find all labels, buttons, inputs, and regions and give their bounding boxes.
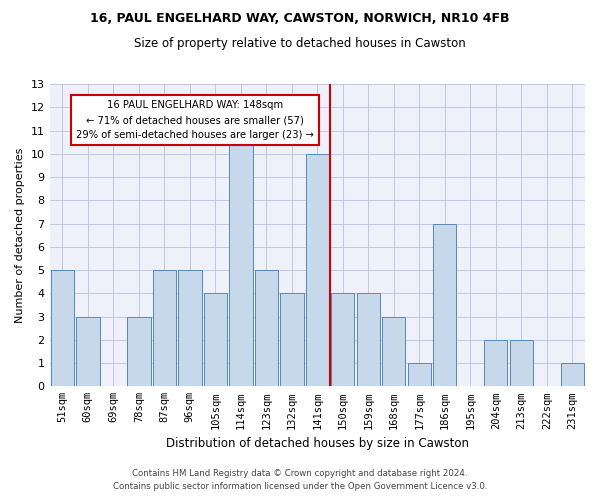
Text: 16, PAUL ENGELHARD WAY, CAWSTON, NORWICH, NR10 4FB: 16, PAUL ENGELHARD WAY, CAWSTON, NORWICH…	[90, 12, 510, 26]
Bar	[254, 270, 278, 386]
Bar	[127, 316, 151, 386]
Bar	[356, 294, 380, 386]
Bar	[407, 363, 431, 386]
Bar	[560, 363, 584, 386]
Bar	[280, 294, 304, 386]
Bar	[509, 340, 533, 386]
Text: 16 PAUL ENGELHARD WAY: 148sqm
← 71% of detached houses are smaller (57)
29% of s: 16 PAUL ENGELHARD WAY: 148sqm ← 71% of d…	[76, 100, 314, 140]
Bar	[484, 340, 508, 386]
Bar	[331, 294, 355, 386]
Bar	[382, 316, 406, 386]
Bar	[178, 270, 202, 386]
Text: Size of property relative to detached houses in Cawston: Size of property relative to detached ho…	[134, 38, 466, 51]
Bar	[152, 270, 176, 386]
Bar	[433, 224, 457, 386]
Bar	[305, 154, 329, 386]
Bar	[76, 316, 100, 386]
Text: Contains HM Land Registry data © Crown copyright and database right 2024.
Contai: Contains HM Land Registry data © Crown c…	[113, 470, 487, 491]
Bar	[50, 270, 74, 386]
Bar	[229, 130, 253, 386]
Bar	[203, 294, 227, 386]
Y-axis label: Number of detached properties: Number of detached properties	[15, 148, 25, 323]
X-axis label: Distribution of detached houses by size in Cawston: Distribution of detached houses by size …	[166, 437, 469, 450]
